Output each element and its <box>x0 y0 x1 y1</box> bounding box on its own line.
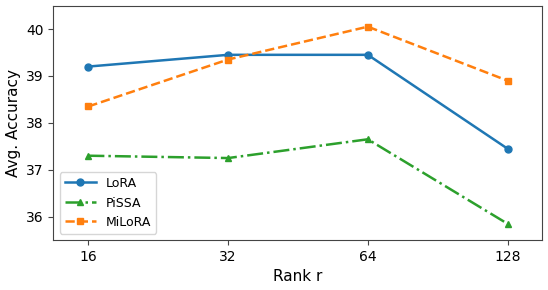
Line: LoRA: LoRA <box>85 51 511 152</box>
PiSSA <box>85 154 92 157</box>
MiLoRA <box>225 58 231 61</box>
PiSSA <box>225 156 231 160</box>
MiLoRA <box>364 25 371 28</box>
X-axis label: Rank r: Rank r <box>273 269 323 284</box>
MiLoRA <box>504 79 511 82</box>
LoRA <box>364 53 371 57</box>
PiSSA <box>364 137 371 141</box>
Line: PiSSA: PiSSA <box>85 136 511 227</box>
MiLoRA <box>85 105 92 108</box>
PiSSA <box>504 222 511 226</box>
Y-axis label: Avg. Accuracy: Avg. Accuracy <box>5 69 21 177</box>
Line: MiLoRA: MiLoRA <box>85 23 511 110</box>
LoRA <box>504 147 511 151</box>
Legend: LoRA, PiSSA, MiLoRA: LoRA, PiSSA, MiLoRA <box>60 173 156 234</box>
LoRA <box>225 53 231 57</box>
LoRA <box>85 65 92 68</box>
